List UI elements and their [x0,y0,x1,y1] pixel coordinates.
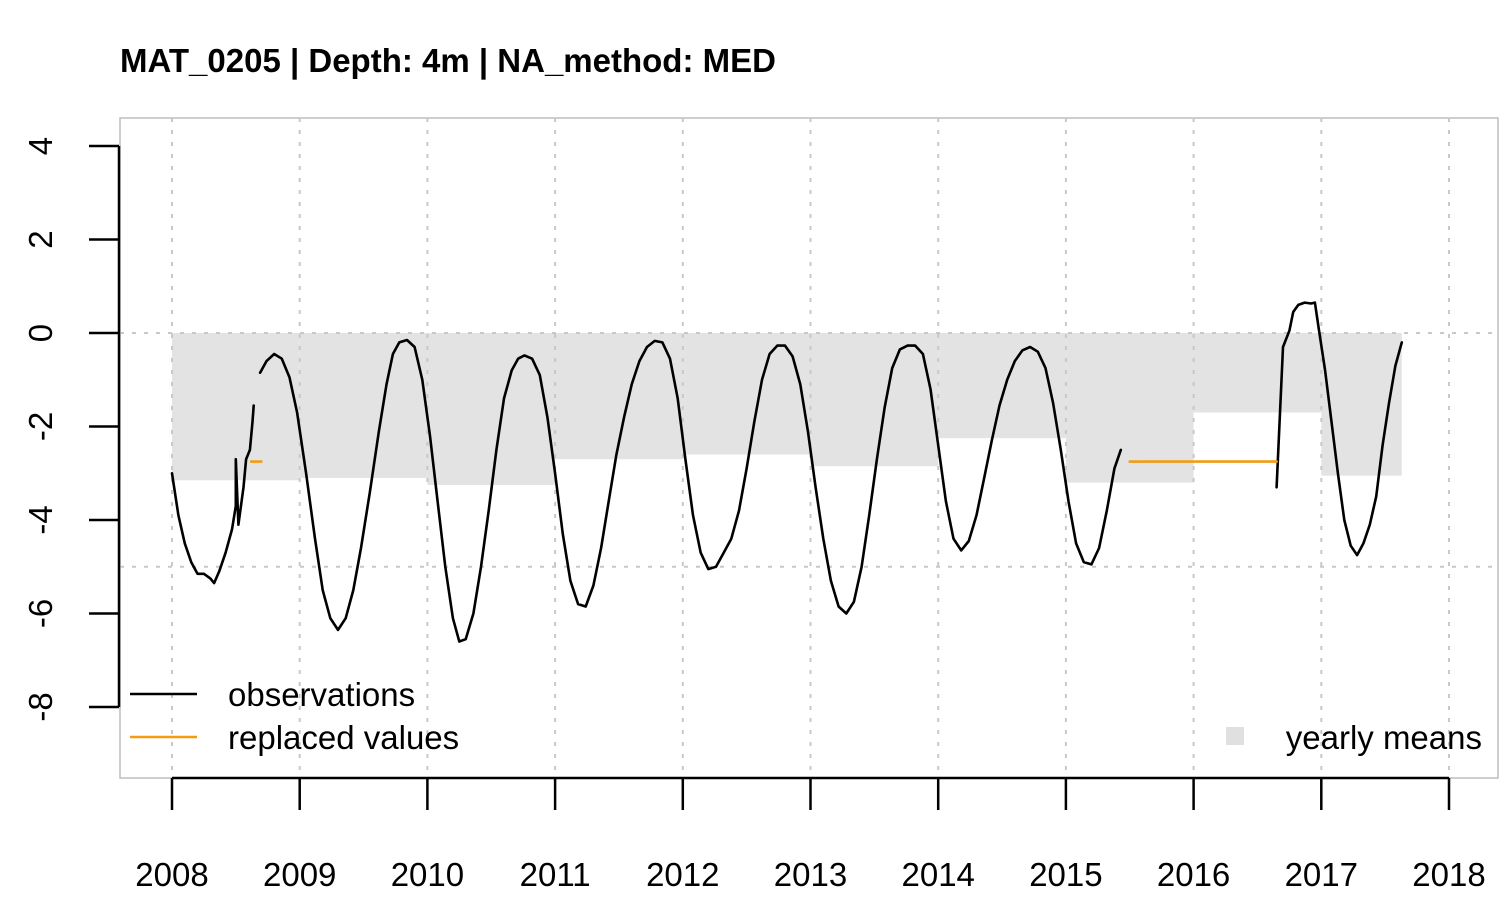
yearly-mean-bar-5 [810,333,939,467]
yearly-mean-bar-4 [682,333,811,455]
legend-label-1: replaced values [228,719,459,756]
series-layer [170,301,1404,643]
y-tick-label-0: 4 [22,137,59,155]
x-tick-label-6: 2014 [901,856,974,893]
y-axis: 4 2 0 -2 -4 -6 -8 [22,137,121,722]
series-0-segment-1 [258,338,1123,643]
y-tick-label-2: 0 [22,324,59,342]
grid-layer [120,118,1498,778]
x-tick-label-9: 2017 [1285,856,1358,893]
yearly-mean-bar-7 [1065,333,1194,483]
y-tick-label-5: -6 [22,599,59,628]
y-tick-label-4: -4 [22,505,59,534]
yearly-mean-bar-8 [1193,333,1322,413]
x-tick-label-1: 2009 [263,856,336,893]
legend-yearly-means: yearly means [1226,719,1482,756]
x-axis: 2008 2009 2010 2011 2012 2013 2014 2015 2016 2017… [135,776,1486,893]
y-tick-label-6: -8 [22,692,59,721]
y-tick-label-3: -2 [22,412,59,441]
yearly-means-layer [172,333,1402,485]
chart-title: MAT_0205 | Depth: 4m | NA_method: MED [120,42,776,79]
series-0-segment-2 [1275,301,1404,557]
x-tick-label-10: 2018 [1412,856,1485,893]
x-tick-label-3: 2011 [520,856,591,893]
x-tick-label-5: 2013 [774,856,847,893]
x-tick-label-2: 2010 [391,856,464,893]
legend: observations replaced values [130,676,459,756]
yearly-mean-bar-1 [299,333,428,478]
yearly-mean-bar-2 [427,333,556,485]
x-tick-label-0: 2008 [135,856,208,893]
legend-label-yearly-means: yearly means [1286,719,1482,756]
y-tick-label-1: 2 [22,230,59,248]
x-tick-label-4: 2012 [646,856,719,893]
legend-swatch-yearly-means [1226,727,1244,745]
x-tick-label-8: 2016 [1157,856,1230,893]
x-tick-label-7: 2015 [1029,856,1102,893]
yearly-mean-bar-6 [938,333,1066,439]
series-0-segment-0 [170,404,255,585]
legend-label-0: observations [228,676,415,713]
